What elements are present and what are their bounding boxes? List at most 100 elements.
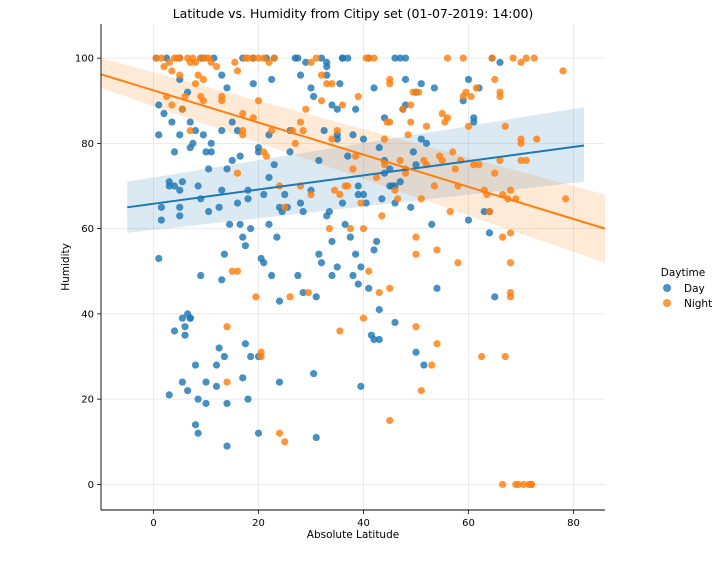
night-point [446,207,454,216]
night-point [509,54,517,62]
night-point [281,438,289,446]
night-point [291,139,299,147]
day-point [328,237,336,246]
night-point [176,71,184,79]
night-point [370,54,378,62]
day-point [241,340,249,348]
day-point [241,242,249,250]
day-point [417,80,425,88]
y-ticks: 0 20 40 60 80 100 [75,54,101,491]
day-point [312,293,320,301]
x-ticks: 0 20 40 60 80 [150,510,580,529]
night-point [312,54,320,62]
day-regression-line [127,144,585,209]
day-point [333,105,341,113]
day-point [294,271,302,280]
day-point [325,207,333,216]
night-point [506,259,515,267]
day-point [202,148,210,156]
day-point [357,382,365,390]
day-point [354,190,362,199]
night-point [223,378,231,386]
night-point [470,161,478,169]
day-point [420,361,428,369]
day-point [226,220,234,228]
night-point [268,126,276,135]
day-point [281,190,289,199]
night-point [265,58,273,66]
night-point [438,156,446,165]
day-point [186,314,194,322]
night-point [380,161,389,169]
night-point [178,105,186,113]
night-point [433,246,441,254]
night-point [428,361,436,369]
night-point [168,67,176,75]
day-point [223,442,231,450]
day-point [194,395,202,403]
night-point [506,186,515,194]
day-point [354,182,362,190]
day-point [233,126,242,135]
day-point [181,331,189,339]
day-point [160,109,168,118]
day-point [191,421,200,429]
night-point [522,156,530,165]
day-point [194,182,202,190]
night-point [386,118,394,126]
night-point [152,54,160,62]
night-point [262,152,270,160]
night-point [194,71,202,79]
night-point [399,105,407,113]
day-point [401,75,410,84]
x-axis-label: Absolute Latitude [307,529,399,541]
day-point [157,203,165,211]
day-point [178,378,186,386]
day-point [464,216,473,224]
day-point [315,250,323,258]
day-point [275,378,284,386]
day-point [228,156,236,165]
night-point [352,152,360,160]
day-point [223,399,231,408]
y-tick-label: 80 [81,139,94,150]
day-point [349,271,357,280]
day-point [244,395,252,403]
night-point [168,101,176,109]
night-point [233,67,242,75]
day-point [409,148,417,156]
night-point [475,161,483,169]
day-point [239,374,247,382]
y-tick-label: 0 [88,480,94,491]
day-point [315,156,323,165]
day-point [260,259,268,267]
night-point [257,348,265,356]
night-point [506,293,515,301]
night-point [412,323,420,331]
day-point [228,118,236,126]
night-point [223,323,231,331]
night-point [386,284,394,292]
day-point [323,63,331,71]
day-point [328,101,336,109]
day-point [212,361,221,369]
night-point [212,63,221,71]
night-point [438,109,446,118]
y-tick-label: 40 [81,309,94,320]
day-point [422,139,431,147]
legend-label-day: Day [684,283,705,295]
day-point [373,237,381,246]
night-point [491,75,499,84]
day-point [265,173,273,182]
day-point [317,259,326,267]
day-point [191,361,200,369]
day-point [207,139,215,147]
night-point [527,480,536,489]
day-point [186,118,194,126]
day-point [220,352,228,361]
night-point [199,75,207,84]
day-point [205,207,213,216]
day-point [223,165,231,173]
day-point [205,165,213,173]
night-point [501,352,509,361]
